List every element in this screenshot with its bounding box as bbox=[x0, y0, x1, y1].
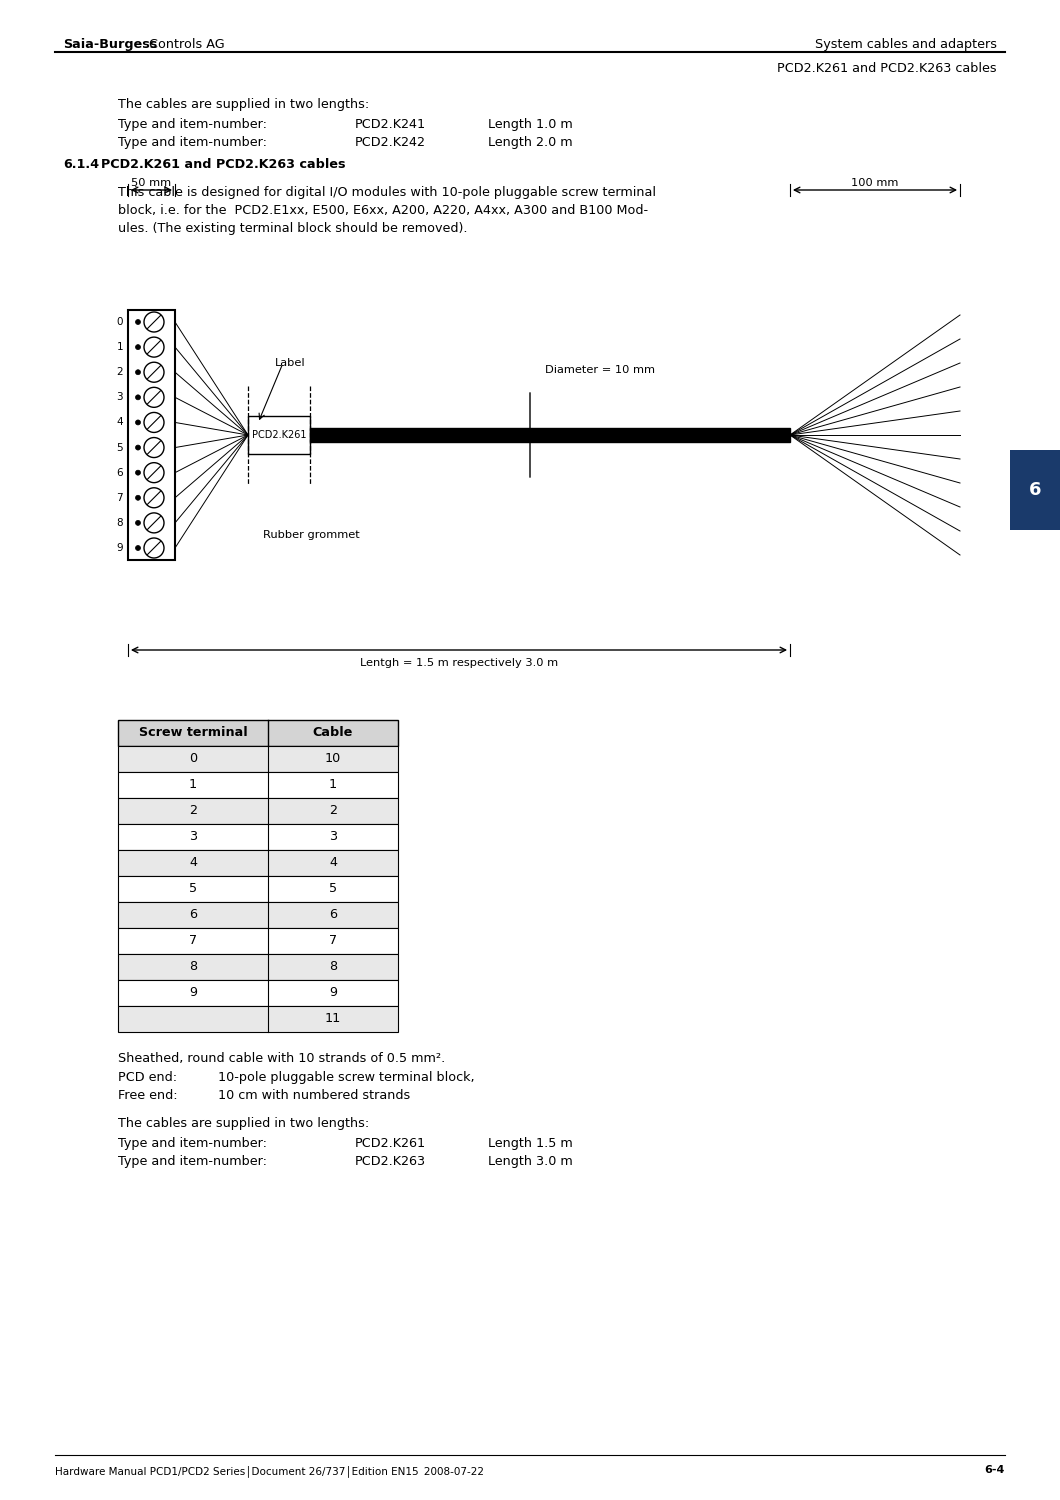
Circle shape bbox=[136, 394, 141, 400]
Bar bbox=[118, 720, 398, 746]
Circle shape bbox=[136, 446, 141, 450]
Text: Cable: Cable bbox=[313, 726, 353, 740]
Text: 11: 11 bbox=[324, 1013, 341, 1026]
Circle shape bbox=[136, 345, 141, 350]
Bar bbox=[118, 902, 398, 928]
Text: Length 3.0 m: Length 3.0 m bbox=[488, 1155, 572, 1168]
Text: 7: 7 bbox=[329, 934, 337, 948]
Text: 2: 2 bbox=[117, 368, 123, 376]
Text: 5: 5 bbox=[117, 442, 123, 453]
Text: PCD2.K242: PCD2.K242 bbox=[355, 136, 426, 148]
Text: Type and item-number:: Type and item-number: bbox=[118, 1155, 267, 1168]
Text: 1: 1 bbox=[117, 342, 123, 352]
Bar bbox=[118, 824, 398, 850]
Text: Type and item-number:: Type and item-number: bbox=[118, 118, 267, 130]
Text: 3: 3 bbox=[189, 831, 197, 843]
Text: Screw terminal: Screw terminal bbox=[139, 726, 247, 740]
Text: 7: 7 bbox=[117, 494, 123, 502]
Text: PCD2.K241: PCD2.K241 bbox=[355, 118, 426, 130]
Text: Type and item-number:: Type and item-number: bbox=[118, 1137, 267, 1150]
Bar bbox=[248, 416, 310, 454]
Text: Controls AG: Controls AG bbox=[145, 38, 225, 51]
Circle shape bbox=[136, 470, 141, 476]
Text: Rubber grommet: Rubber grommet bbox=[263, 530, 359, 540]
Text: Sheathed, round cable with 10 strands of 0.5 mm².: Sheathed, round cable with 10 strands of… bbox=[118, 1052, 445, 1065]
Bar bbox=[310, 427, 790, 442]
Text: 4: 4 bbox=[189, 856, 197, 870]
Bar bbox=[118, 980, 398, 1006]
Bar bbox=[118, 798, 398, 824]
Text: PCD end:: PCD end: bbox=[118, 1071, 177, 1084]
Bar bbox=[118, 772, 398, 798]
Text: 100 mm: 100 mm bbox=[851, 178, 899, 188]
Text: block, i.e. for the  PCD2.E1xx, E500, E6xx, A200, A220, A4xx, A300 and B100 Mod-: block, i.e. for the PCD2.E1xx, E500, E6x… bbox=[118, 204, 648, 218]
Bar bbox=[118, 876, 398, 902]
Text: Hardware Manual PCD1/PCD2 Series│Document 26/737│Edition EN15 2008-07-22: Hardware Manual PCD1/PCD2 Series│Documen… bbox=[55, 1466, 484, 1478]
Text: 10 cm with numbered strands: 10 cm with numbered strands bbox=[218, 1089, 410, 1102]
Text: 0: 0 bbox=[189, 753, 197, 765]
Circle shape bbox=[136, 520, 141, 525]
Text: ules. (The existing terminal block should be removed).: ules. (The existing terminal block shoul… bbox=[118, 222, 467, 236]
Text: 8: 8 bbox=[117, 518, 123, 528]
Text: The cables are supplied in two lengths:: The cables are supplied in two lengths: bbox=[118, 98, 369, 111]
Circle shape bbox=[136, 369, 141, 375]
Circle shape bbox=[136, 495, 141, 501]
Text: PCD2.K261 and PCD2.K263 cables: PCD2.K261 and PCD2.K263 cables bbox=[101, 158, 346, 171]
Circle shape bbox=[136, 546, 141, 550]
Text: This cable is designed for digital I/O modules with 10-pole pluggable screw term: This cable is designed for digital I/O m… bbox=[118, 186, 656, 200]
Text: 8: 8 bbox=[329, 960, 337, 974]
Text: 6: 6 bbox=[117, 468, 123, 477]
Text: 4: 4 bbox=[117, 417, 123, 428]
Text: 2: 2 bbox=[189, 804, 197, 818]
Text: Length 1.0 m: Length 1.0 m bbox=[488, 118, 572, 130]
Text: 7: 7 bbox=[189, 934, 197, 948]
Text: 6: 6 bbox=[189, 909, 197, 921]
Text: 6: 6 bbox=[329, 909, 337, 921]
Text: 9: 9 bbox=[189, 987, 197, 999]
Text: 4: 4 bbox=[329, 856, 337, 870]
Bar bbox=[118, 1007, 398, 1032]
Text: 0: 0 bbox=[117, 316, 123, 327]
Text: PCD2.K261: PCD2.K261 bbox=[252, 430, 306, 439]
Bar bbox=[1010, 450, 1060, 530]
Text: 3: 3 bbox=[329, 831, 337, 843]
Text: 8: 8 bbox=[189, 960, 197, 974]
Text: PCD2.K261 and PCD2.K263 cables: PCD2.K261 and PCD2.K263 cables bbox=[777, 62, 997, 75]
Text: Lentgh = 1.5 m respectively 3.0 m: Lentgh = 1.5 m respectively 3.0 m bbox=[360, 658, 558, 668]
Text: 5: 5 bbox=[329, 882, 337, 896]
Circle shape bbox=[136, 420, 141, 424]
Text: 6-4: 6-4 bbox=[985, 1466, 1005, 1474]
Text: System cables and adapters: System cables and adapters bbox=[815, 38, 997, 51]
Text: 2: 2 bbox=[329, 804, 337, 818]
Text: Label: Label bbox=[275, 358, 305, 368]
Text: 5: 5 bbox=[189, 882, 197, 896]
Text: 1: 1 bbox=[189, 778, 197, 792]
Text: Saia-Burgess: Saia-Burgess bbox=[63, 38, 157, 51]
Text: 3: 3 bbox=[117, 393, 123, 402]
Text: Length 2.0 m: Length 2.0 m bbox=[488, 136, 572, 148]
Text: 50 mm: 50 mm bbox=[131, 178, 171, 188]
Text: The cables are supplied in two lengths:: The cables are supplied in two lengths: bbox=[118, 1118, 369, 1130]
Text: 6.1.4: 6.1.4 bbox=[63, 158, 100, 171]
Bar bbox=[118, 746, 398, 772]
Text: PCD2.K263: PCD2.K263 bbox=[355, 1155, 426, 1168]
Text: 10-pole pluggable screw terminal block,: 10-pole pluggable screw terminal block, bbox=[218, 1071, 475, 1084]
Text: Free end:: Free end: bbox=[118, 1089, 178, 1102]
Text: PCD2.K261: PCD2.K261 bbox=[355, 1137, 426, 1150]
Text: 6: 6 bbox=[1029, 482, 1041, 500]
Text: 1: 1 bbox=[329, 778, 337, 792]
Text: Diameter = 10 mm: Diameter = 10 mm bbox=[545, 364, 655, 375]
Text: Length 1.5 m: Length 1.5 m bbox=[488, 1137, 572, 1150]
Text: 9: 9 bbox=[117, 543, 123, 554]
Bar bbox=[118, 928, 398, 954]
Bar bbox=[118, 954, 398, 980]
Bar bbox=[118, 850, 398, 876]
Circle shape bbox=[136, 320, 141, 324]
Text: 10: 10 bbox=[324, 753, 341, 765]
Text: 9: 9 bbox=[329, 987, 337, 999]
Bar bbox=[128, 310, 175, 560]
Text: Type and item-number:: Type and item-number: bbox=[118, 136, 267, 148]
